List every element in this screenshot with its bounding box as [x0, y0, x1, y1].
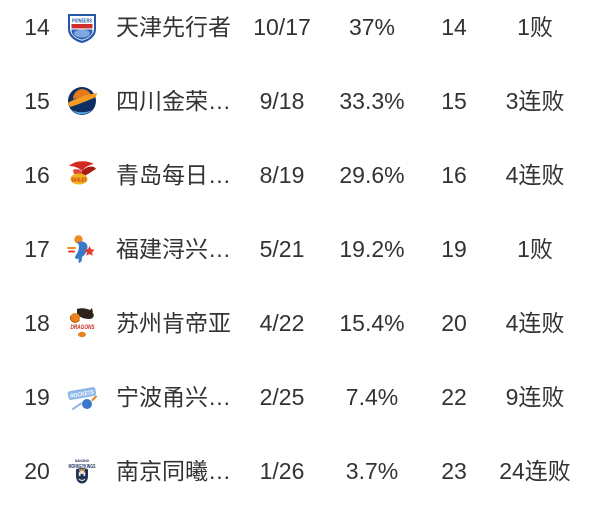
win-loss-record: 9/18 [259, 87, 305, 114]
win-rate: 3.7% [345, 457, 399, 484]
table-row[interactable]: 20 NANJING MONKEYKINGS 南京同曦… 1/26 3.7% 2… [0, 434, 600, 508]
rank-label: 18 [24, 309, 50, 336]
rank-label: 20 [24, 457, 50, 484]
table-row[interactable]: 17 福建浔兴… 5/21 19.2% 19 1败 [0, 212, 600, 286]
rank-label: 15 [24, 87, 50, 114]
streak-value: 9连败 [505, 383, 565, 410]
team-name: 福建浔兴… [116, 237, 231, 261]
gap-value: 15 [441, 87, 467, 114]
gap-value: 22 [441, 383, 467, 410]
win-rate: 29.6% [339, 161, 405, 188]
ningbo-rockets-logo: ROCKETS [62, 380, 102, 414]
win-loss-record: 2/25 [259, 383, 305, 410]
fujian-xunxing-logo [62, 232, 102, 266]
team-name: 苏州肯帝亚 [116, 311, 231, 335]
svg-text:MONKEYKINGS: MONKEYKINGS [69, 464, 96, 470]
team-name: 四川金荣… [116, 89, 231, 113]
team-name: 青岛每日… [116, 163, 231, 187]
gap-value: 23 [441, 457, 467, 484]
table-row[interactable]: 15 四川金荣… 9/18 33.3% 15 3连败 [0, 64, 600, 138]
win-loss-record: 4/22 [259, 309, 305, 336]
table-row[interactable]: 18 DRAGONS 苏州肯帝亚 4/22 15.4% 20 4连败 [0, 286, 600, 360]
rank-label: 14 [24, 13, 50, 40]
rank-label: 16 [24, 161, 50, 188]
streak-value: 4连败 [505, 161, 565, 188]
win-loss-record: 10/17 [253, 13, 311, 40]
nanjing-monkeykings-logo: NANJING MONKEYKINGS [62, 454, 102, 488]
gap-value: 19 [441, 235, 467, 262]
qingdao-eagles-logo: EAGLES [62, 158, 102, 192]
win-loss-record: 8/19 [259, 161, 305, 188]
rank-label: 17 [24, 235, 50, 262]
table-row[interactable]: 16 EAGLES 青岛每日… 8/19 29.6% 16 4连败 [0, 138, 600, 212]
streak-value: 4连败 [505, 309, 565, 336]
table-row[interactable]: 14 PIONEERS 天津先行者 10/17 37% 14 1败 [0, 0, 600, 64]
tianjin-pioneers-logo: PIONEERS [62, 10, 102, 44]
table-row[interactable]: 19 ROCKETS 宁波甬兴… 2/25 7.4% 22 9连败 [0, 360, 600, 434]
gap-value: 14 [441, 13, 467, 40]
gap-value: 16 [441, 161, 467, 188]
streak-value: 1败 [517, 235, 553, 262]
gap-value: 20 [441, 309, 467, 336]
win-rate: 37% [348, 13, 396, 40]
team-name: 天津先行者 [116, 15, 231, 39]
svg-text:DRAGONS: DRAGONS [71, 325, 95, 331]
win-loss-record: 1/26 [259, 457, 305, 484]
team-name: 宁波甬兴… [116, 385, 231, 409]
svg-text:ROCKETS: ROCKETS [70, 390, 95, 400]
win-rate: 19.2% [339, 235, 405, 262]
streak-value: 1败 [517, 13, 553, 40]
svg-text:EAGLES: EAGLES [72, 178, 87, 184]
suzhou-dragons-logo: DRAGONS [62, 306, 102, 340]
team-name: 南京同曦… [116, 459, 231, 483]
svg-text:PIONEERS: PIONEERS [72, 18, 92, 24]
svg-text:NANJING: NANJING [75, 459, 89, 463]
win-rate: 15.4% [339, 309, 405, 336]
win-rate: 7.4% [345, 383, 399, 410]
win-loss-record: 5/21 [259, 235, 305, 262]
sichuan-jinrong-logo [62, 84, 102, 118]
streak-value: 3连败 [505, 87, 565, 114]
rank-label: 19 [24, 383, 50, 410]
win-rate: 33.3% [339, 87, 405, 114]
streak-value: 24连败 [499, 457, 571, 484]
